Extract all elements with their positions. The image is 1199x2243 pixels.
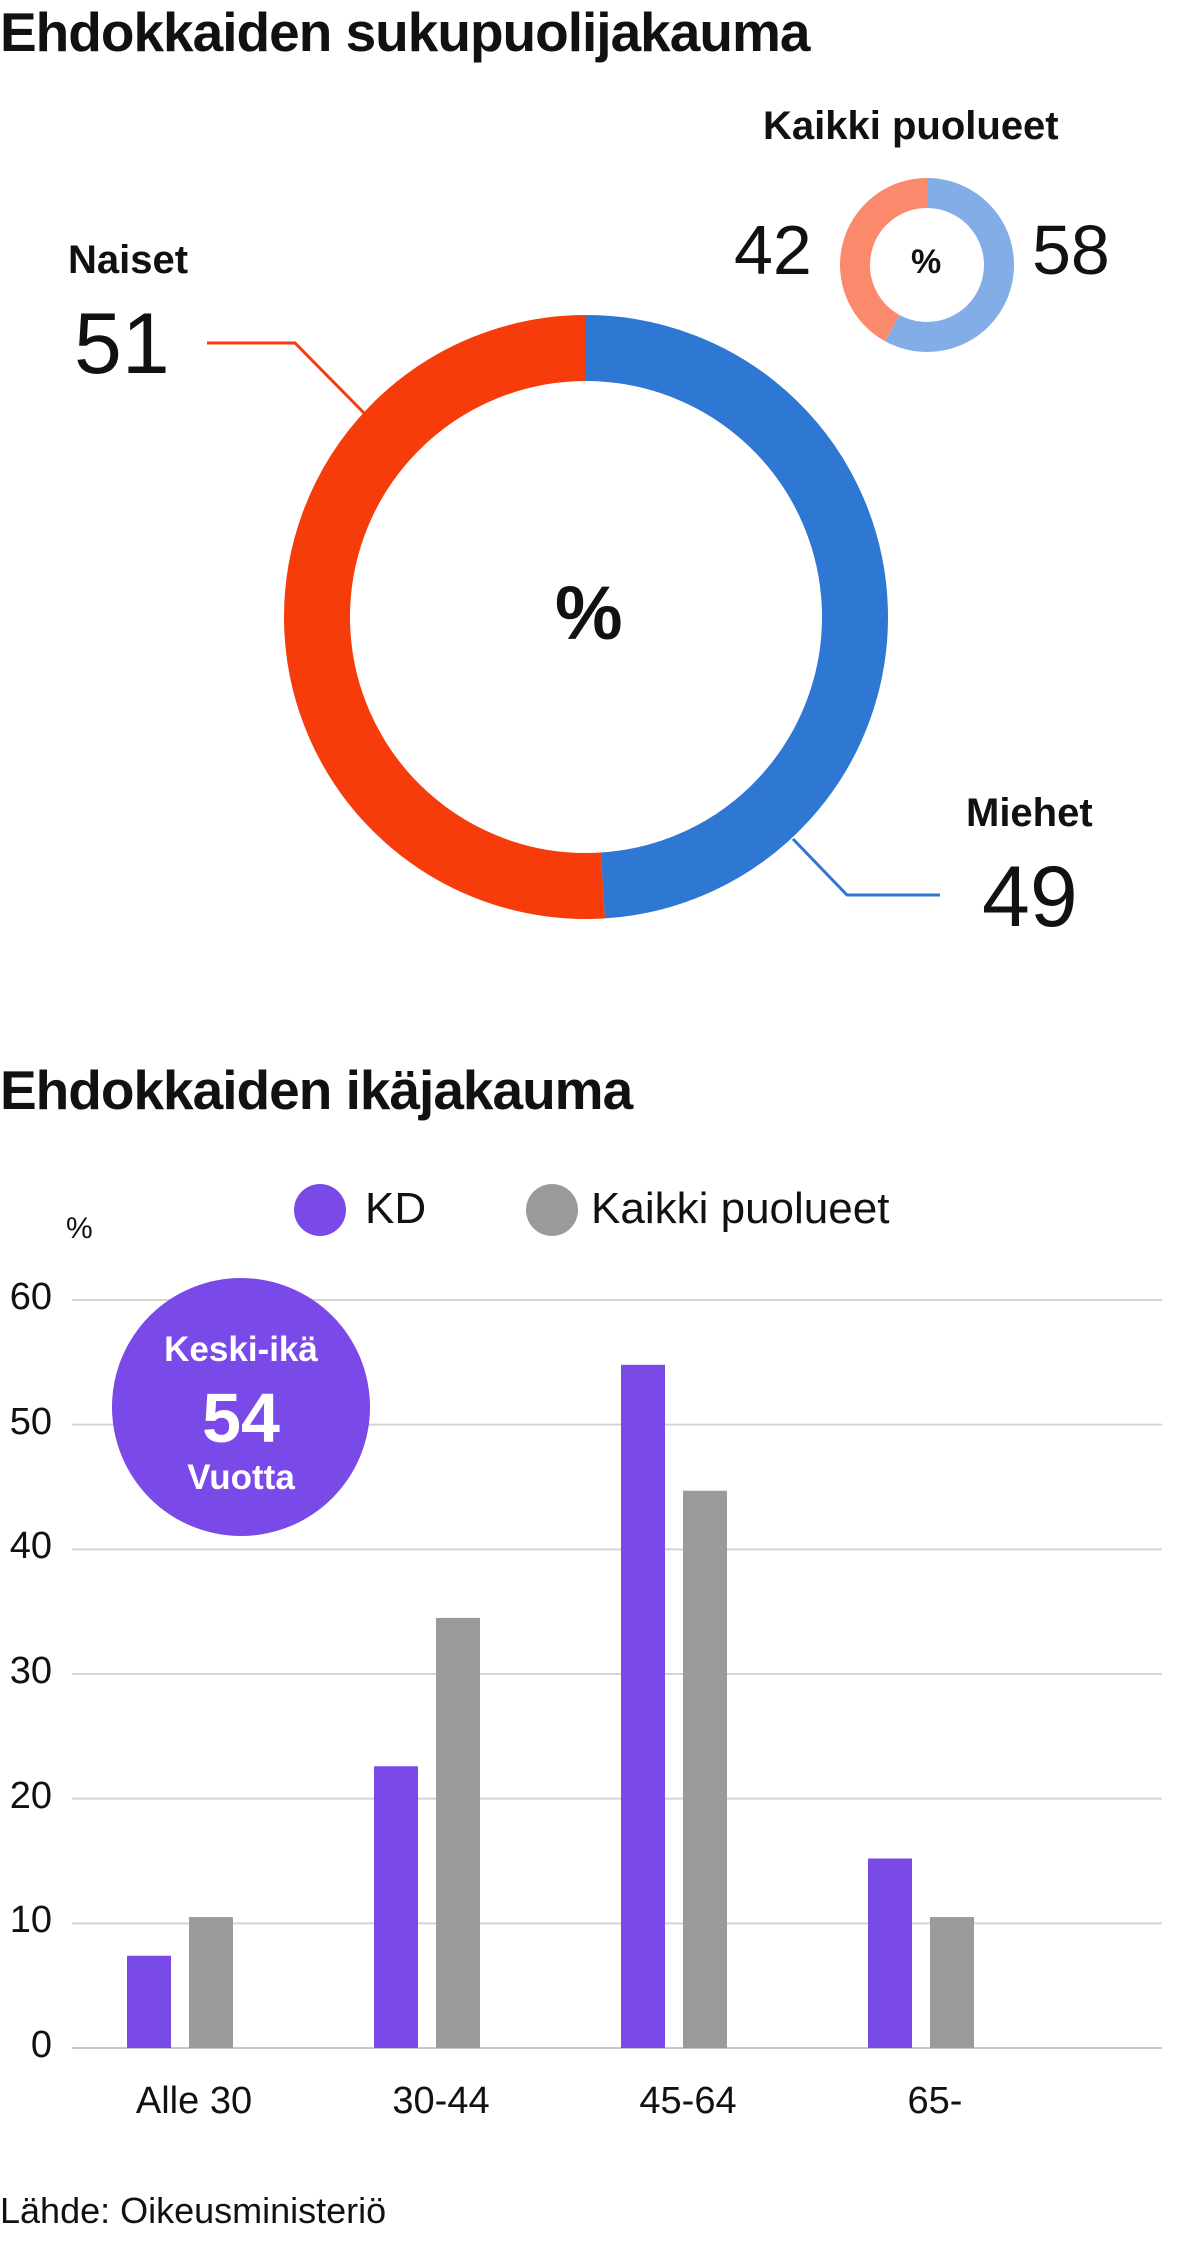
small-donut-center-label: % (911, 243, 942, 281)
bar-all-1 (436, 1617, 480, 2048)
x-tick-1: 30-44 (392, 2080, 490, 2122)
legend-kd-swatch (294, 1184, 346, 1236)
bar-all-2 (683, 1490, 727, 2048)
age-chart-title: Ehdokkaiden ikäjakauma (0, 1059, 633, 1121)
y-tick-20: 20 (9, 1774, 52, 1817)
bar-kd-3 (868, 1858, 912, 2048)
y-axis-unit-label: % (66, 1212, 93, 1245)
average-age-caption: Keski-ikä (164, 1330, 318, 1369)
source-note: Lähde: Oikeusministeriö (0, 2190, 387, 2231)
bar-kd-0 (127, 1955, 171, 2048)
y-tick-60: 60 (9, 1276, 52, 1318)
all-parties-donut-title: Kaikki puolueet (763, 104, 1059, 148)
bar-all-3 (930, 1917, 974, 2048)
average-age-value: 54 (202, 1379, 280, 1457)
legend-all-swatch (526, 1184, 578, 1236)
women-leader-line (207, 341, 367, 416)
men-value: 49 (982, 849, 1078, 945)
women-value: 51 (74, 296, 170, 392)
legend-kd-label: KD (365, 1184, 427, 1233)
average-age-badge: Keski-ikä 54 Vuotta (112, 1278, 370, 1536)
average-age-unit: Vuotta (187, 1458, 295, 1497)
men-label: Miehet (966, 791, 1093, 835)
legend-all-label: Kaikki puolueet (591, 1184, 890, 1233)
gender-chart-title: Ehdokkaiden sukupuolijakauma (0, 1, 810, 63)
y-tick-10: 10 (9, 1899, 52, 1942)
y-tick-0: 0 (30, 2024, 52, 2066)
bar-kd-1 (374, 1766, 418, 2048)
women-label: Naiset (68, 238, 189, 282)
bar-kd-2 (621, 1364, 665, 2048)
y-tick-40: 40 (9, 1525, 52, 1568)
main-donut-center-label: % (555, 571, 623, 656)
all-parties-donut-men-slice (885, 178, 1014, 352)
all-parties-donut-women-slice (840, 178, 928, 342)
main-donut-women-slice (284, 315, 605, 919)
bar-all-0 (189, 1917, 233, 2048)
men-leader-line (791, 837, 940, 897)
y-tick-50: 50 (9, 1400, 52, 1443)
x-tick-0: Alle 30 (135, 2080, 253, 2122)
main-donut-men-slice (585, 315, 888, 919)
all-parties-women-value: 42 (734, 211, 812, 289)
x-tick-2: 45-64 (639, 2080, 737, 2122)
y-tick-30: 30 (9, 1650, 52, 1692)
all-parties-men-value: 58 (1032, 211, 1110, 289)
x-tick-3: 65- (907, 2080, 963, 2122)
